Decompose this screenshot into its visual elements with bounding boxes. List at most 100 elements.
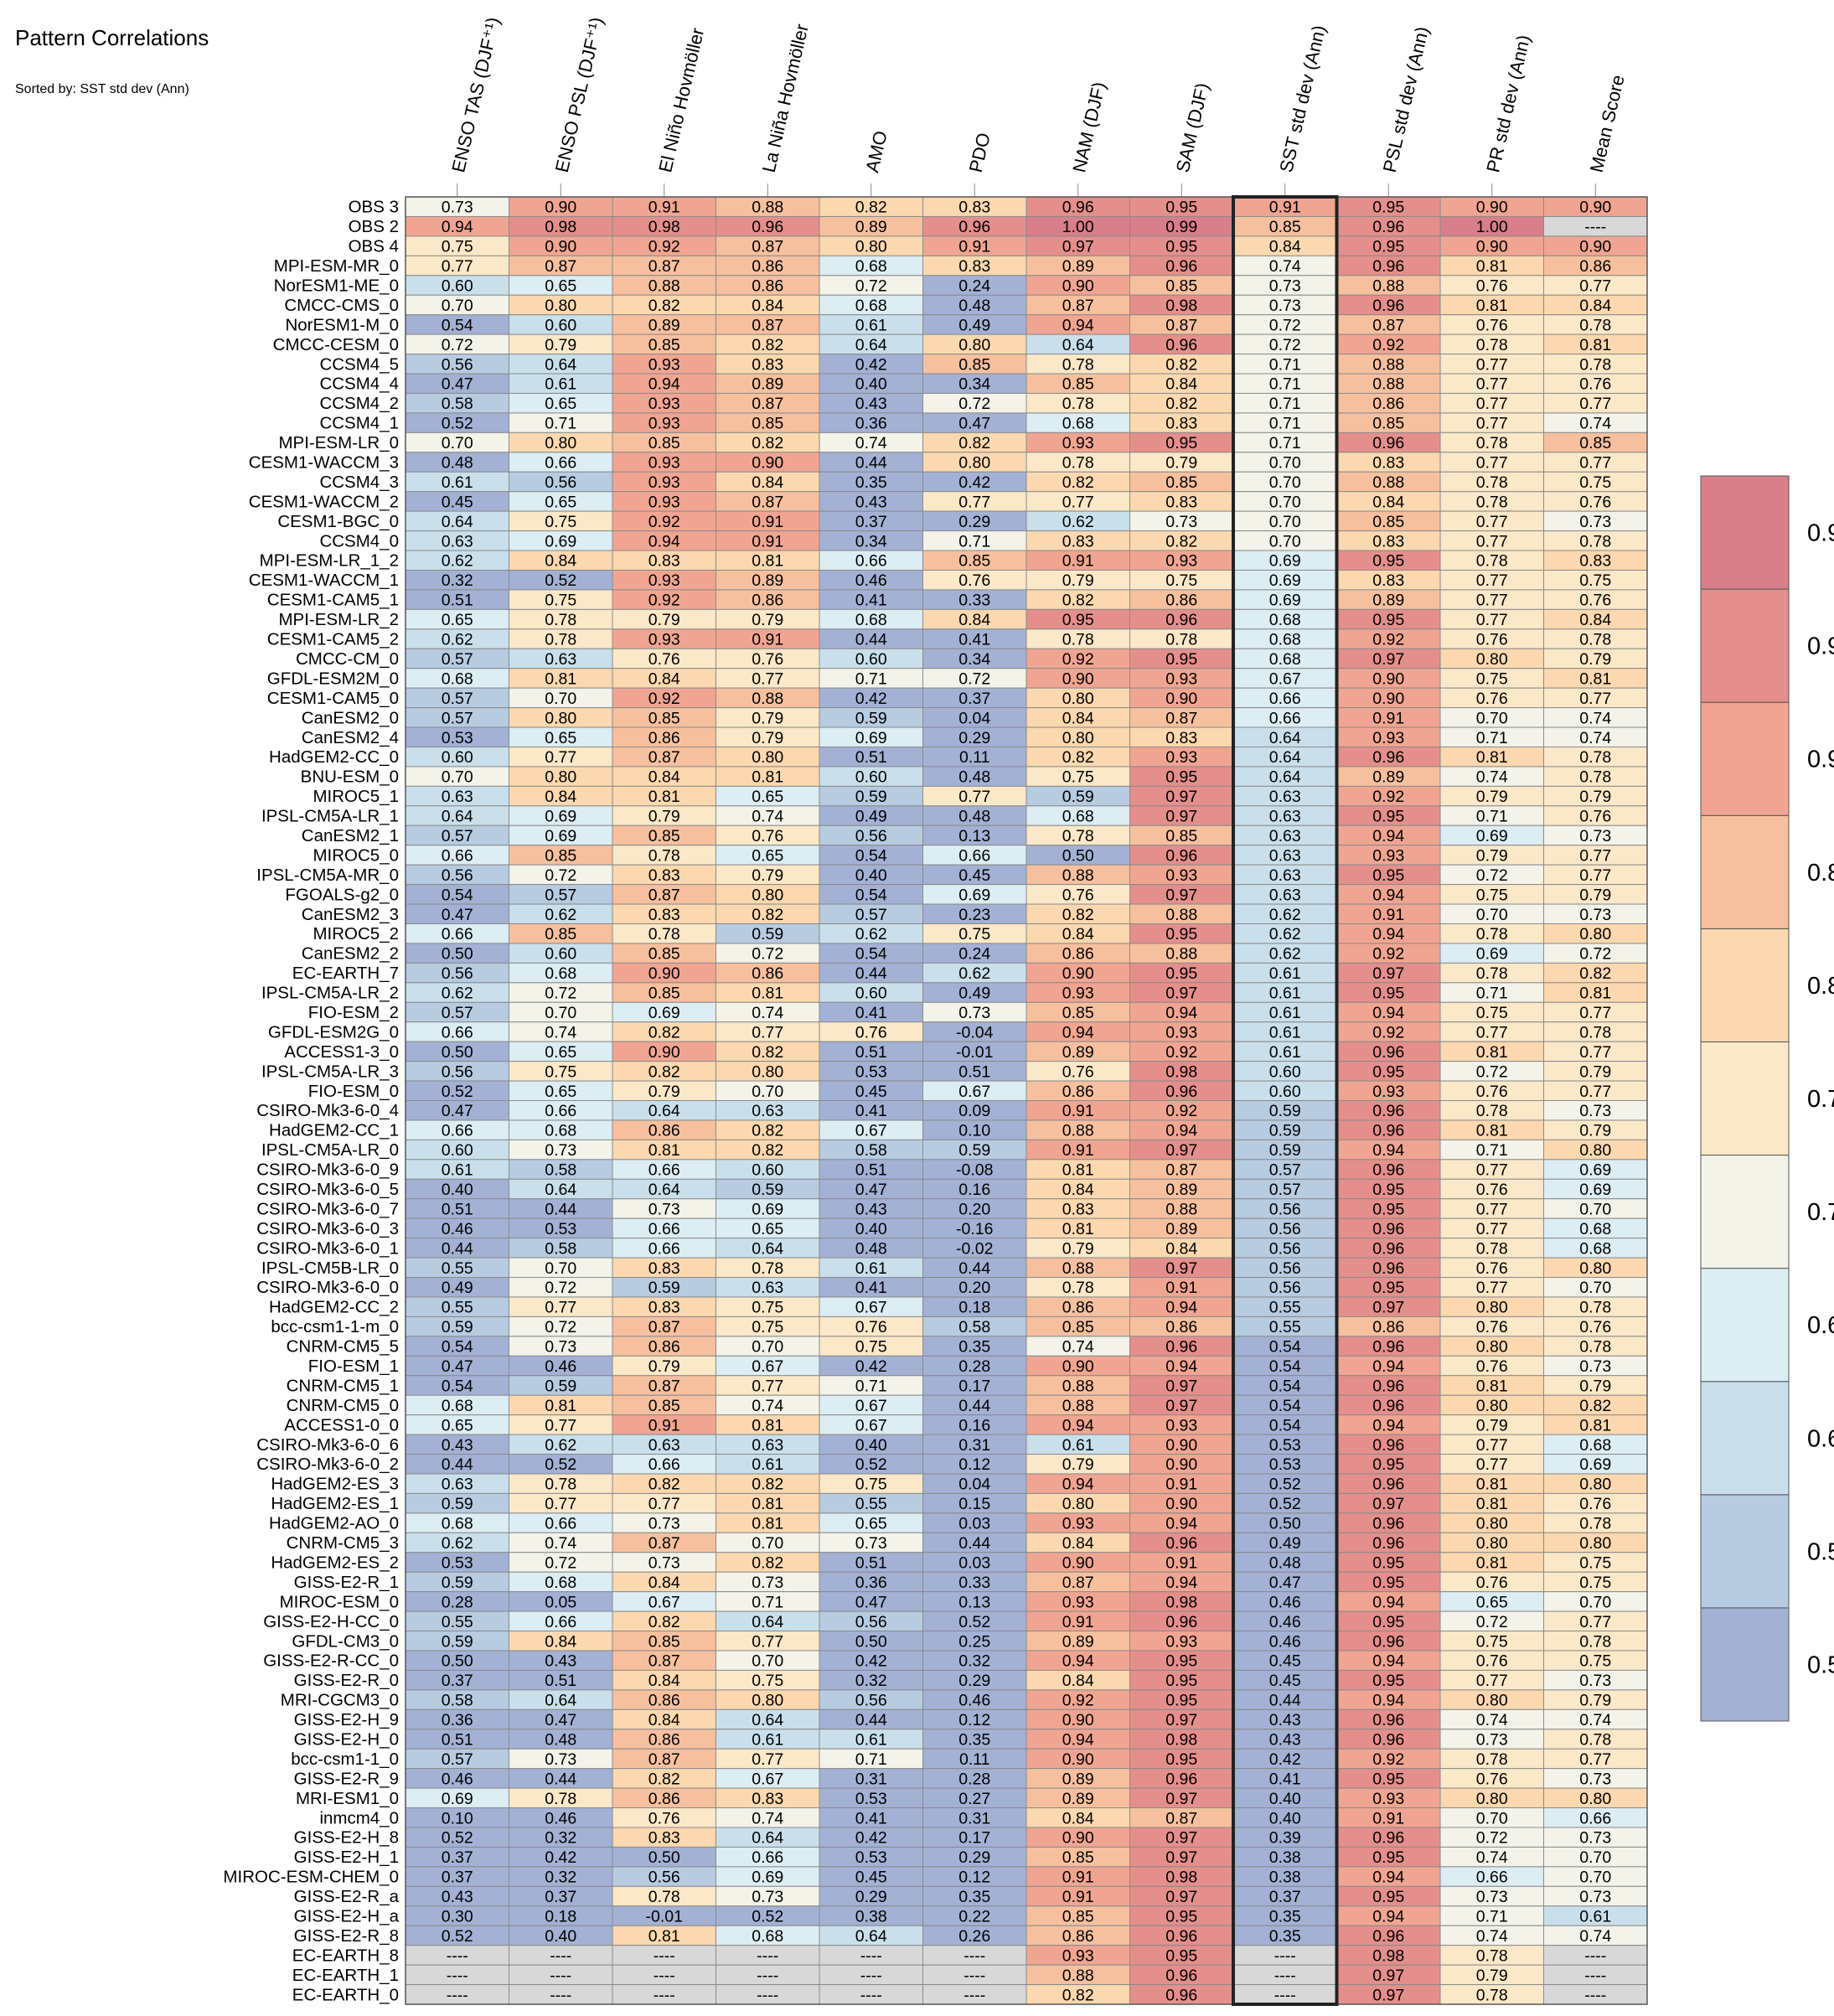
cell-value: 0.76 xyxy=(1062,886,1094,904)
cell-value: 0.96 xyxy=(1372,1377,1404,1395)
cell-value: 0.56 xyxy=(855,1613,887,1631)
cell-value: 0.91 xyxy=(1062,1613,1094,1631)
cell-value: 0.98 xyxy=(1165,1062,1197,1081)
cell-value: 0.61 xyxy=(855,1730,887,1749)
cell-value: 0.78 xyxy=(1579,631,1611,649)
cell-value: 0.83 xyxy=(1062,1200,1094,1218)
cell-value: 0.90 xyxy=(545,238,576,256)
cell-value: ---- xyxy=(757,1967,778,1985)
row-label: ACCESS1-3_0 xyxy=(284,1042,399,1062)
row-label: MPI-ESM-LR_0 xyxy=(278,433,399,452)
cell-value: 0.88 xyxy=(1372,473,1404,492)
cell-value: 0.85 xyxy=(752,415,783,433)
cell-value: 0.58 xyxy=(442,395,473,413)
cell-value: 0.90 xyxy=(545,199,576,217)
cell-value: 0.76 xyxy=(1579,375,1611,394)
cell-value: 0.90 xyxy=(1062,669,1094,688)
cell-value: 0.61 xyxy=(752,1730,783,1749)
cell-value: 0.87 xyxy=(752,493,783,511)
row-label: GISS-E2-H_a xyxy=(294,1906,400,1926)
column-header: PSL std dev (Ann) xyxy=(1379,24,1433,174)
row-label: EC-EARTH_8 xyxy=(292,1946,399,1965)
cell-value: 0.84 xyxy=(648,1711,680,1729)
cell-value: 0.95 xyxy=(1165,1672,1197,1690)
cell-value: 0.32 xyxy=(442,571,473,590)
cell-value: ---- xyxy=(447,1946,468,1965)
row-label: CSIRO-Mk3-6-0_9 xyxy=(256,1160,399,1180)
cell-value: 0.45 xyxy=(442,493,473,511)
cell-value: 0.77 xyxy=(1476,1672,1508,1690)
cell-value: 0.77 xyxy=(1476,1161,1508,1180)
cell-value: 0.66 xyxy=(958,846,990,865)
cell-value: 0.90 xyxy=(1062,1750,1094,1769)
cell-value: 0.84 xyxy=(545,1632,576,1651)
cell-value: 0.86 xyxy=(648,1730,680,1749)
cell-value: 0.76 xyxy=(1579,1318,1611,1336)
cell-value: 0.29 xyxy=(958,1672,990,1690)
cell-value: 0.81 xyxy=(752,1495,783,1513)
row-label: FIO-ESM_0 xyxy=(308,1082,399,1101)
cell-value: 0.89 xyxy=(648,316,680,334)
cell-value: 0.82 xyxy=(752,336,783,354)
cell-value: 0.70 xyxy=(1579,1848,1611,1867)
cell-value: 0.38 xyxy=(855,1907,887,1926)
cell-value: 0.47 xyxy=(442,1102,473,1120)
cell-value: 0.77 xyxy=(1476,454,1508,473)
cell-value: 0.90 xyxy=(1579,238,1611,256)
cell-value: 0.86 xyxy=(1062,1299,1094,1317)
cell-value: 0.63 xyxy=(442,788,473,806)
row-label: HadGEM2-AO_0 xyxy=(269,1514,399,1533)
cell-value: 0.84 xyxy=(752,297,783,315)
cell-value: 0.64 xyxy=(752,1239,783,1258)
cell-value: 0.78 xyxy=(1062,1279,1094,1297)
cell-value: 0.91 xyxy=(1165,1553,1197,1572)
cell-value: 0.75 xyxy=(1579,473,1611,492)
cell-value: 0.85 xyxy=(1165,827,1197,845)
cell-value: 0.78 xyxy=(1062,827,1094,845)
cell-value: 0.94 xyxy=(1062,1652,1094,1671)
cell-value: 0.71 xyxy=(1476,985,1508,1003)
cell-value: 0.62 xyxy=(442,1534,473,1553)
cell-value: 0.66 xyxy=(1269,709,1301,727)
cell-value: 0.96 xyxy=(1372,1632,1404,1651)
cell-value: 0.76 xyxy=(1579,1495,1611,1513)
cell-value: 0.74 xyxy=(1579,1927,1611,1946)
cell-value: 0.63 xyxy=(1269,886,1301,904)
cell-value: 0.70 xyxy=(442,434,473,452)
cell-value: 0.84 xyxy=(545,788,576,806)
cell-value: 0.76 xyxy=(1476,1770,1508,1788)
cell-value: 0.96 xyxy=(1372,434,1404,452)
row-label: inmcm4_0 xyxy=(319,1808,399,1827)
cell-value: 0.79 xyxy=(1579,1122,1611,1140)
cell-value: 0.77 xyxy=(752,669,783,688)
cell-value: 0.96 xyxy=(1372,257,1404,276)
row-label: CESM1-CAM5_2 xyxy=(267,630,399,649)
cell-value: 0.77 xyxy=(1476,513,1508,531)
row-label: GFDL-CM3_0 xyxy=(292,1631,399,1651)
row-label: CCSM4_1 xyxy=(319,414,399,433)
cell-value: 0.11 xyxy=(959,748,990,767)
cell-value: 0.13 xyxy=(958,1593,990,1611)
cell-value: 0.51 xyxy=(855,1043,887,1062)
cell-value: 0.16 xyxy=(958,1181,990,1199)
cell-value: 0.93 xyxy=(1165,1416,1197,1434)
cell-value: 0.90 xyxy=(1062,1711,1094,1729)
cell-value: 0.95 xyxy=(1372,611,1404,629)
cell-value: 0.85 xyxy=(958,552,990,571)
cell-value: 0.69 xyxy=(855,729,887,747)
cell-value: 0.77 xyxy=(1476,571,1508,590)
cell-value: 0.84 xyxy=(1165,375,1197,394)
cell-value: 0.65 xyxy=(442,1416,473,1434)
cell-value: 0.92 xyxy=(1062,650,1094,669)
cell-value: 0.68 xyxy=(1269,650,1301,669)
cell-value: 0.69 xyxy=(1579,1181,1611,1199)
cell-value: 0.67 xyxy=(958,1083,990,1101)
cell-value: 0.96 xyxy=(1165,846,1197,865)
cell-value: 0.04 xyxy=(958,709,990,727)
cell-value: 0.68 xyxy=(855,257,887,276)
cell-value: 0.40 xyxy=(1269,1809,1301,1827)
cell-value: 0.77 xyxy=(1476,355,1508,374)
cell-value: 0.86 xyxy=(648,1122,680,1140)
cell-value: 0.77 xyxy=(1579,1750,1611,1769)
cell-value: 0.44 xyxy=(1269,1692,1301,1710)
